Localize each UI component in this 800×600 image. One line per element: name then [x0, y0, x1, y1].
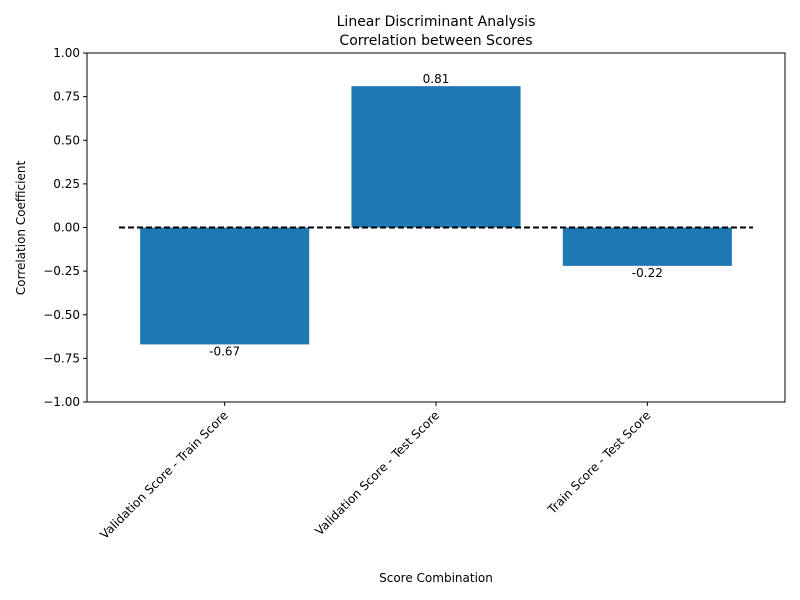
- y-tick-label: −0.75: [43, 351, 80, 365]
- x-tick-label: Validation Score - Train Score: [97, 408, 231, 542]
- bar-value-labels: -0.67 0.81 -0.22: [209, 72, 663, 358]
- bar: [140, 227, 310, 345]
- bar-value-label: 0.81: [423, 72, 450, 86]
- x-axis-ticks: Validation Score - Train Score Validation…: [97, 402, 653, 542]
- y-tick-label: 0.75: [53, 90, 80, 104]
- y-axis-ticks: −1.00 −0.75 −0.50 −0.25 0.00 0.25 0.50 0.75 1.00: [43, 46, 87, 409]
- x-axis-label: Score Combination: [379, 571, 493, 585]
- chart-title-line-1: Linear Discriminant Analysis: [337, 14, 536, 30]
- y-tick-label: 0.50: [53, 133, 80, 147]
- y-axis-label: Correlation Coefficient: [14, 161, 28, 296]
- bars-group: [140, 86, 732, 345]
- y-tick-label: 0.00: [53, 221, 80, 235]
- x-tick-label: Train Score - Test Score: [544, 408, 653, 517]
- bar: [351, 86, 521, 228]
- chart-title-line-2: Correlation between Scores: [339, 33, 532, 49]
- bar-value-label: -0.22: [632, 266, 663, 280]
- y-tick-label: −1.00: [43, 395, 80, 409]
- y-tick-label: −0.25: [43, 264, 80, 278]
- bar: [562, 227, 732, 266]
- x-tick-label: Validation Score - Test Score: [312, 408, 442, 538]
- y-tick-label: −0.50: [43, 308, 80, 322]
- y-tick-label: 0.25: [53, 177, 80, 191]
- bar-value-label: -0.67: [209, 344, 240, 358]
- y-tick-label: 1.00: [53, 46, 80, 60]
